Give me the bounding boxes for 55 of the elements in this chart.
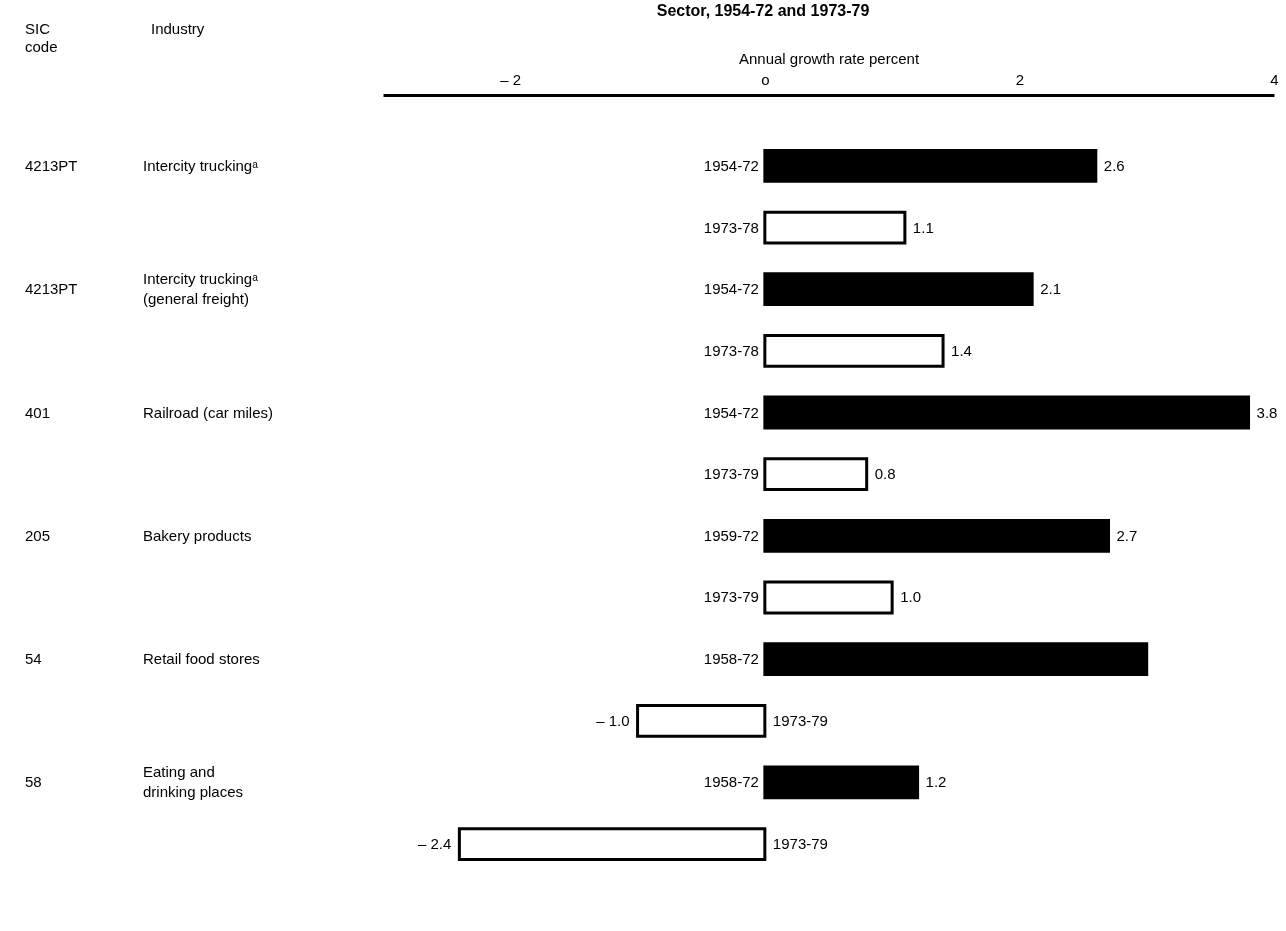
- y-tick-label: 1958-72: [703, 650, 759, 668]
- text: 401: [25, 403, 51, 421]
- data-label: – 2.4: [418, 835, 452, 853]
- y-tick-label: 1973-78: [703, 218, 759, 236]
- bar: [763, 272, 1034, 307]
- x-tick-label: 2: [1015, 70, 1025, 88]
- data-label: 1.4: [951, 341, 972, 359]
- text: Intercity truckingᵃ: [143, 156, 259, 174]
- text: 4213PT: [25, 280, 78, 298]
- text: 205: [25, 526, 51, 544]
- text: Retail food stores: [143, 650, 260, 668]
- data-label: 3.8: [1256, 403, 1278, 421]
- bar: [636, 703, 767, 738]
- bar: [763, 333, 945, 368]
- x-tick-label: o: [761, 70, 770, 88]
- data-label: 1.0: [900, 588, 921, 606]
- text: Intercity truckingᵃ (general freight): [143, 270, 259, 308]
- bar: [457, 827, 767, 862]
- text: Eating and drinking places: [143, 763, 244, 801]
- data-label: 2.1: [1040, 280, 1062, 298]
- data-label: 0.8: [874, 465, 896, 483]
- data-label: 1.2: [925, 773, 947, 791]
- y-tick-label: 1973-78: [703, 341, 759, 359]
- y-tick-label: 1954-72: [703, 280, 759, 298]
- x-tick-label: – 2: [500, 70, 522, 88]
- y-tick-label: 1973-79: [772, 835, 828, 853]
- text: 54: [25, 650, 42, 668]
- chart-title: Sector, 1954-72 and 1973-79: [656, 2, 870, 19]
- data-label: 1.1: [912, 218, 934, 236]
- bar: [763, 457, 869, 492]
- data-label: 2.6: [1103, 156, 1125, 174]
- data-label: – 1.0: [596, 711, 630, 729]
- text: 4213PT: [25, 156, 78, 174]
- text: Bakery products: [143, 526, 252, 544]
- y-tick-label: 1954-72: [703, 156, 759, 174]
- bar: [763, 580, 894, 615]
- bar: [763, 518, 1111, 553]
- y-tick-label: 1973-79: [703, 588, 759, 606]
- text: Railroad (car miles): [143, 403, 274, 421]
- bar: [763, 765, 920, 800]
- text: SIC code: [25, 20, 58, 55]
- y-tick-label: 1973-79: [772, 711, 828, 729]
- y-tick-label: 1958-72: [703, 773, 759, 791]
- data-label: 2.7: [1116, 526, 1138, 544]
- bar: [763, 210, 907, 245]
- y-tick-label: 1973-79: [703, 465, 759, 483]
- y-tick-label: 1959-72: [703, 526, 759, 544]
- text: 58: [25, 773, 42, 791]
- bar: [763, 642, 1149, 677]
- x-axis-title: Annual growth rate percent: [738, 49, 920, 67]
- bar: [763, 148, 1098, 183]
- x-tick-label: 4: [1270, 70, 1279, 88]
- text: Industry: [151, 20, 205, 37]
- bar: [763, 395, 1251, 430]
- y-tick-label: 1954-72: [703, 403, 759, 421]
